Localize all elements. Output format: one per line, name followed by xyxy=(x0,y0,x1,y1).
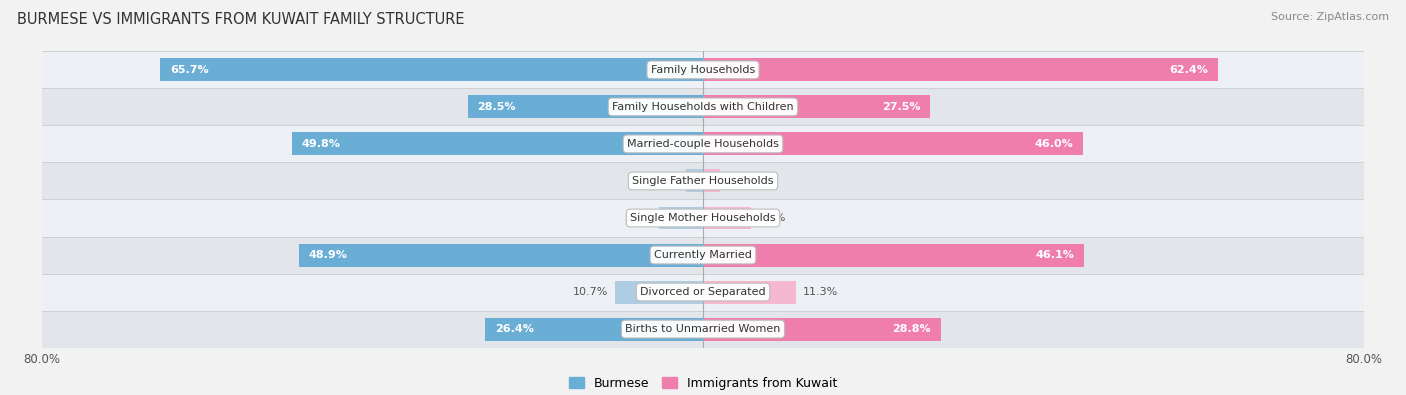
Text: BURMESE VS IMMIGRANTS FROM KUWAIT FAMILY STRUCTURE: BURMESE VS IMMIGRANTS FROM KUWAIT FAMILY… xyxy=(17,12,464,27)
Bar xyxy=(703,207,751,229)
Text: Divorced or Separated: Divorced or Separated xyxy=(640,287,766,297)
Text: Family Households with Children: Family Households with Children xyxy=(612,102,794,112)
Text: 28.8%: 28.8% xyxy=(893,324,931,334)
Bar xyxy=(42,199,1364,237)
Bar xyxy=(299,244,703,267)
Bar xyxy=(703,318,941,340)
Text: 46.0%: 46.0% xyxy=(1035,139,1073,149)
Text: 10.7%: 10.7% xyxy=(572,287,607,297)
Text: Currently Married: Currently Married xyxy=(654,250,752,260)
Bar xyxy=(42,310,1364,348)
Bar xyxy=(42,273,1364,310)
Text: 46.1%: 46.1% xyxy=(1035,250,1074,260)
Text: 5.3%: 5.3% xyxy=(624,213,652,223)
Text: 27.5%: 27.5% xyxy=(882,102,921,112)
Text: 5.8%: 5.8% xyxy=(758,213,786,223)
Bar xyxy=(291,132,703,155)
Bar xyxy=(42,51,1364,88)
Text: Single Mother Households: Single Mother Households xyxy=(630,213,776,223)
Text: 26.4%: 26.4% xyxy=(495,324,534,334)
Bar xyxy=(703,96,931,118)
Bar xyxy=(614,280,703,303)
Bar xyxy=(42,88,1364,126)
Text: 49.8%: 49.8% xyxy=(301,139,340,149)
Text: 48.9%: 48.9% xyxy=(309,250,347,260)
Bar xyxy=(468,96,703,118)
Text: Married-couple Households: Married-couple Households xyxy=(627,139,779,149)
Legend: Burmese, Immigrants from Kuwait: Burmese, Immigrants from Kuwait xyxy=(564,372,842,395)
Bar xyxy=(485,318,703,340)
Text: 65.7%: 65.7% xyxy=(170,65,209,75)
Text: Source: ZipAtlas.com: Source: ZipAtlas.com xyxy=(1271,12,1389,22)
Bar xyxy=(703,58,1219,81)
Bar xyxy=(703,280,796,303)
Text: 2.0%: 2.0% xyxy=(651,176,681,186)
Text: 11.3%: 11.3% xyxy=(803,287,838,297)
Bar xyxy=(42,162,1364,199)
Bar xyxy=(160,58,703,81)
Bar xyxy=(659,207,703,229)
Text: 2.1%: 2.1% xyxy=(727,176,755,186)
Text: 28.5%: 28.5% xyxy=(478,102,516,112)
Bar xyxy=(42,126,1364,162)
Text: 62.4%: 62.4% xyxy=(1170,65,1209,75)
Bar xyxy=(703,169,720,192)
Bar xyxy=(703,132,1083,155)
Bar xyxy=(703,244,1084,267)
Bar xyxy=(686,169,703,192)
Text: Family Households: Family Households xyxy=(651,65,755,75)
Text: Single Father Households: Single Father Households xyxy=(633,176,773,186)
Bar xyxy=(42,237,1364,273)
Text: Births to Unmarried Women: Births to Unmarried Women xyxy=(626,324,780,334)
